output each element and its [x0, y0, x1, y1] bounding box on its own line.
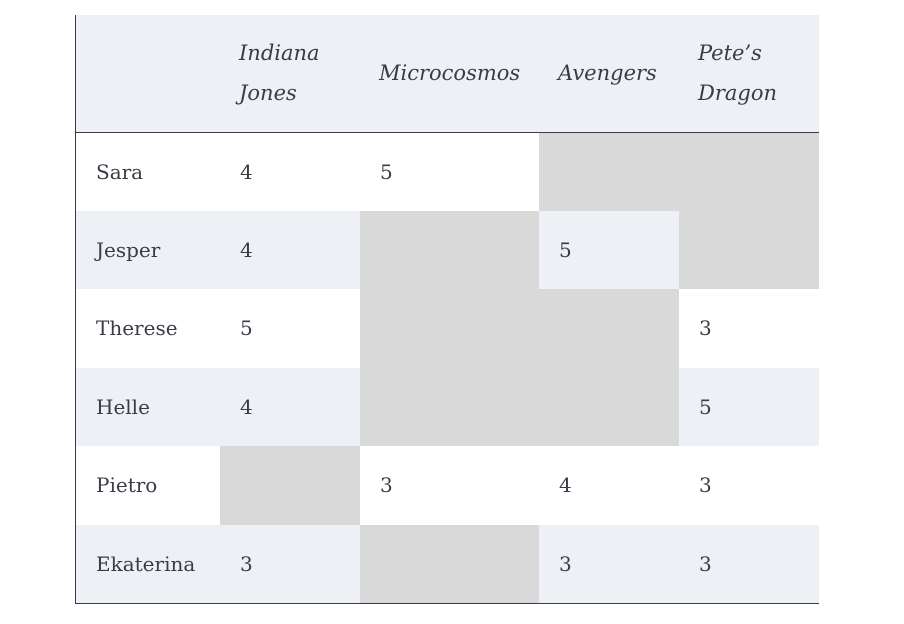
- rating-cell: 3: [380, 473, 393, 498]
- column-header-empty: [76, 15, 220, 133]
- column-header-indiana-jones: Indiana Jones: [220, 15, 360, 133]
- row-name-cell: Pietro: [96, 473, 158, 498]
- missing-rating-cell: [539, 367, 679, 446]
- rating-cell: 5: [559, 237, 572, 262]
- ratings-table: Indiana Jones Microcosmos Avengers Pete’…: [76, 15, 819, 603]
- missing-rating-cell: [679, 132, 819, 211]
- row-name-cell: Helle: [96, 394, 150, 419]
- table-row: Pietro 3 4 3: [76, 446, 819, 525]
- column-header-petes-dragon: Pete’s Dragon: [679, 15, 819, 133]
- missing-rating-cell: [360, 289, 539, 368]
- column-header-avengers: Avengers: [539, 15, 679, 133]
- row-name-cell: Sara: [96, 159, 144, 184]
- row-name-cell: Jesper: [96, 237, 161, 262]
- missing-rating-cell: [539, 132, 679, 211]
- table-row: Ekaterina 3 3 3: [76, 524, 819, 603]
- rating-cell: 5: [240, 316, 253, 341]
- table-row: Sara 4 5: [76, 132, 819, 211]
- table-row: Jesper 4 5: [76, 210, 819, 289]
- rating-cell: 4: [559, 473, 572, 498]
- table-row: Helle 4 5: [76, 367, 819, 446]
- table-header-row: Indiana Jones Microcosmos Avengers Pete’…: [76, 15, 819, 133]
- rating-cell: 3: [559, 551, 572, 576]
- rating-cell: 5: [699, 394, 712, 419]
- missing-rating-cell: [360, 524, 539, 603]
- missing-rating-cell: [360, 367, 539, 446]
- row-name-cell: Ekaterina: [96, 551, 196, 576]
- column-header-microcosmos: Microcosmos: [360, 15, 539, 133]
- rating-cell: 3: [240, 551, 253, 576]
- rating-cell: 4: [240, 394, 253, 419]
- rating-cell: 5: [380, 159, 393, 184]
- table-row: Therese 5 3: [76, 289, 819, 368]
- rating-cell: 3: [699, 551, 712, 576]
- missing-rating-cell: [360, 210, 539, 289]
- row-name-cell: Therese: [96, 316, 178, 341]
- rating-cell: 3: [699, 473, 712, 498]
- rating-cell: 3: [699, 316, 712, 341]
- rating-cell: 4: [240, 237, 253, 262]
- ratings-table-container: Indiana Jones Microcosmos Avengers Pete’…: [75, 15, 819, 604]
- rating-cell: 4: [240, 159, 253, 184]
- missing-rating-cell: [539, 289, 679, 368]
- missing-rating-cell: [679, 210, 819, 289]
- missing-rating-cell: [220, 446, 360, 525]
